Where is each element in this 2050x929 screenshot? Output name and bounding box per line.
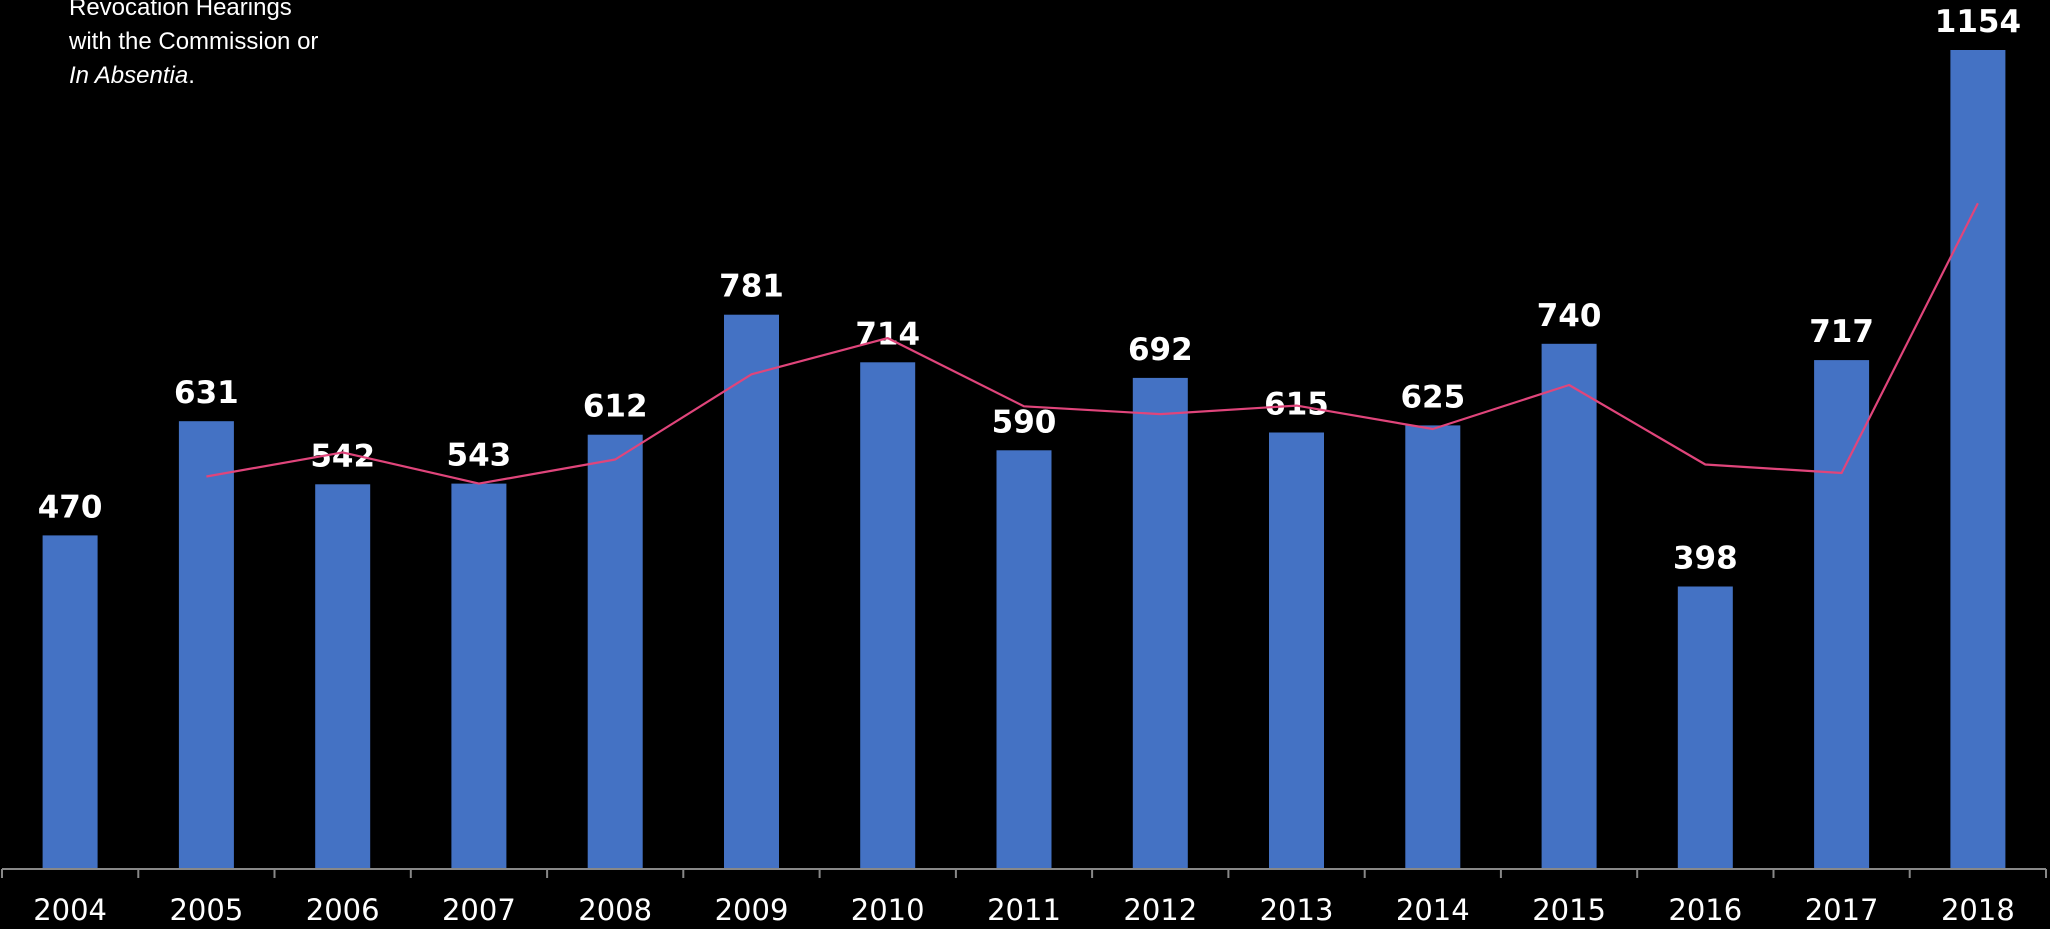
data-label-2014: 625 [1400, 379, 1465, 415]
bar-2010 [860, 362, 916, 869]
data-label-2011: 590 [992, 404, 1057, 440]
data-label-2010: 714 [855, 316, 920, 352]
x-tick-label-2017: 2017 [1805, 893, 1879, 927]
chart-note: Revocation Hearings with the Commission … [69, 0, 318, 93]
bar-2011 [996, 450, 1052, 869]
x-tick-label-2008: 2008 [578, 893, 652, 927]
note-suffix: . [188, 62, 195, 89]
bar-2014 [1405, 425, 1461, 869]
x-tick-label-2013: 2013 [1260, 893, 1334, 927]
x-tick-label-2014: 2014 [1396, 893, 1470, 927]
data-label-2004: 470 [38, 489, 103, 525]
bar-2005 [178, 421, 234, 869]
data-label-2016: 398 [1673, 541, 1738, 577]
x-tick-label-2012: 2012 [1123, 893, 1197, 927]
x-tick-label-2004: 2004 [33, 893, 107, 927]
x-tick-label-2018: 2018 [1941, 893, 2015, 927]
data-label-2008: 612 [583, 389, 648, 425]
x-tick-label-2006: 2006 [306, 893, 380, 927]
bar-2012 [1132, 377, 1188, 869]
x-tick-label-2005: 2005 [169, 893, 243, 927]
data-label-2005: 631 [174, 375, 239, 411]
data-label-2017: 717 [1809, 314, 1874, 350]
bar-2017 [1814, 360, 1870, 869]
data-label-2015: 740 [1537, 298, 1602, 334]
x-tick-label-2009: 2009 [715, 893, 789, 927]
note-italic-text: In Absentia [69, 62, 189, 89]
x-tick-label-2010: 2010 [851, 893, 925, 927]
note-line-2: with the Commission or [69, 28, 319, 55]
x-tick-label-2011: 2011 [987, 893, 1061, 927]
note-line-1: Revocation Hearings [69, 0, 292, 21]
bar-2018 [1950, 50, 2006, 869]
bar-2015 [1541, 343, 1597, 869]
bar-2008 [587, 434, 643, 869]
data-label-2012: 692 [1128, 332, 1193, 368]
bar-2013 [1269, 432, 1324, 869]
data-label-2007: 543 [447, 438, 512, 474]
bar-2016 [1677, 586, 1733, 869]
bar-2007 [451, 483, 507, 869]
data-label-2009: 781 [719, 269, 784, 305]
data-label-2018: 1154 [1935, 4, 2021, 40]
x-tick-label-2007: 2007 [442, 893, 516, 927]
x-tick-label-2015: 2015 [1532, 893, 1606, 927]
bar-2009 [724, 314, 779, 869]
x-tick-label-2016: 2016 [1668, 893, 1742, 927]
trend-line [206, 202, 1979, 485]
bar-2006 [315, 484, 371, 869]
bar-2004 [42, 535, 98, 869]
note-line-3: In Absentia. [69, 59, 318, 93]
